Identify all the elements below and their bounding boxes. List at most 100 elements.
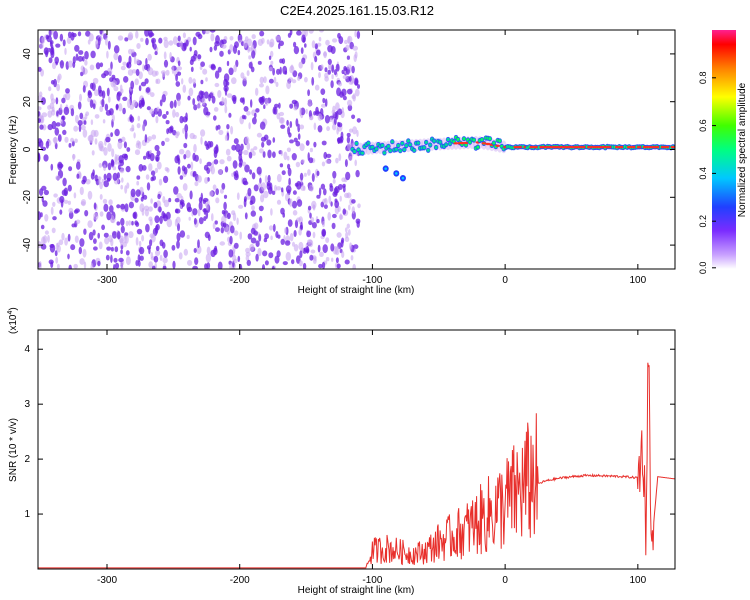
noise-blob: [122, 61, 127, 66]
band-core: [386, 144, 390, 148]
noise-blob: [145, 58, 148, 66]
noise-blob: [196, 104, 202, 109]
noise-blob: [307, 205, 312, 211]
noise-blob: [211, 213, 214, 222]
noise-blob: [178, 252, 183, 260]
noise-blob: [194, 257, 199, 265]
noise-blob: [55, 97, 59, 105]
noise-blob: [272, 265, 275, 269]
colorbar-tick-label: 0.8: [698, 72, 708, 85]
noise-blob: [255, 87, 259, 96]
noise-blob: [261, 141, 265, 148]
noise-blob: [357, 84, 360, 89]
noise-blob: [56, 263, 60, 269]
noise-blob: [193, 143, 197, 153]
noise-blob: [126, 147, 131, 152]
noise-blob: [116, 231, 121, 240]
noise-blob: [121, 136, 126, 142]
noise-blob: [136, 180, 140, 186]
noise-blob: [301, 57, 306, 65]
noise-blob: [56, 110, 59, 117]
noise-blob: [291, 99, 298, 105]
noise-blob: [238, 149, 243, 156]
noise-blob: [176, 92, 181, 102]
noise-blob: [331, 109, 336, 115]
noise-blob: [83, 228, 87, 235]
noise-blob: [104, 237, 110, 245]
band-core: [388, 149, 392, 153]
noise-blob: [155, 245, 160, 252]
noise-blob: [117, 35, 124, 41]
noise-blob: [108, 199, 113, 206]
noise-blob: [192, 78, 196, 85]
noise-blob: [135, 30, 139, 39]
noise-blob: [87, 135, 94, 142]
noise-blob: [119, 84, 123, 92]
noise-blob: [258, 233, 262, 242]
noise-blob: [278, 102, 281, 109]
noise-blob: [182, 116, 188, 123]
noise-blob: [40, 243, 47, 250]
noise-blob: [112, 79, 117, 87]
noise-blob: [146, 106, 151, 111]
noise-blob: [192, 152, 196, 161]
noise-blob: [55, 43, 61, 48]
noise-blob: [267, 149, 272, 159]
noise-blob: [227, 212, 231, 220]
noise-blob: [257, 38, 263, 47]
noise-blob: [307, 89, 310, 97]
noise-blob: [44, 214, 49, 222]
noise-blob: [230, 125, 234, 135]
band-core: [356, 148, 361, 152]
noise-blob: [122, 107, 126, 115]
noise-blob: [145, 174, 150, 180]
x-tick-label: -200: [230, 275, 250, 286]
noise-blob: [325, 39, 330, 46]
noise-blob: [274, 103, 279, 108]
noise-blob: [90, 263, 94, 269]
noise-blob: [356, 118, 361, 123]
noise-blob: [337, 137, 341, 144]
noise-blob: [114, 128, 120, 137]
noise-blob: [157, 193, 161, 200]
noise-blob: [323, 197, 328, 206]
noise-blob: [299, 124, 305, 130]
noise-blob: [215, 188, 219, 196]
noise-blob: [248, 61, 253, 69]
noise-blob: [185, 149, 191, 159]
noise-blob: [129, 91, 132, 100]
noise-blob: [49, 244, 55, 248]
noise-blob: [66, 36, 72, 45]
noise-blob: [128, 201, 134, 209]
noise-blob: [307, 99, 312, 108]
noise-blob: [100, 145, 105, 152]
noise-blob: [351, 65, 355, 74]
band-core: [408, 143, 412, 147]
snr-x-ticks: -300 -200 -100 0 100: [97, 330, 647, 586]
noise-blob: [272, 137, 276, 143]
noise-blob: [163, 36, 168, 41]
noise-blob: [298, 61, 303, 69]
noise-blob: [94, 89, 99, 97]
noise-blob: [123, 141, 127, 149]
noise-blob: [78, 246, 83, 255]
noise-blob: [334, 116, 337, 125]
noise-blob: [39, 124, 44, 130]
noise-blob: [165, 111, 169, 115]
noise-blob: [252, 151, 256, 156]
noise-blob: [305, 140, 310, 146]
noise-blob: [163, 59, 169, 68]
noise-blob: [144, 30, 150, 37]
noise-blob: [298, 228, 302, 236]
noise-blob: [224, 105, 228, 114]
noise-blob: [192, 208, 198, 216]
noise-blob: [151, 134, 157, 140]
noise-blob: [65, 91, 71, 101]
noise-blob: [120, 225, 125, 234]
noise-blob: [54, 127, 60, 136]
noise-blob: [253, 222, 259, 230]
noise-blob: [74, 138, 78, 144]
noise-blob: [311, 40, 316, 49]
noise-blob: [89, 82, 94, 90]
